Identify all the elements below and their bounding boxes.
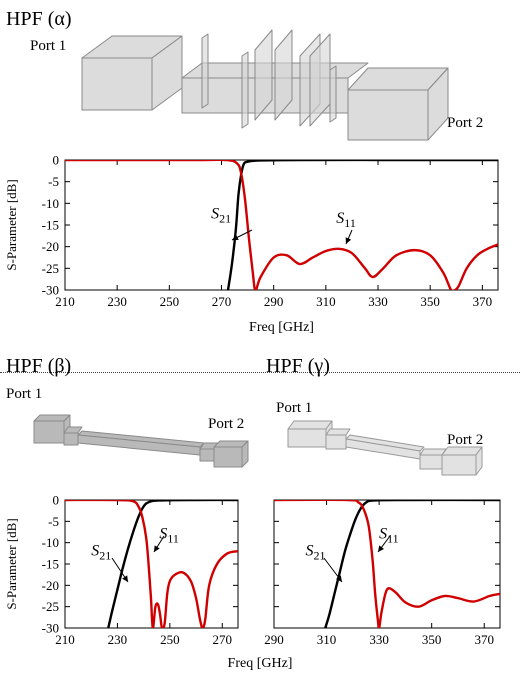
title-hpf-alpha: HPF (α) bbox=[6, 8, 72, 30]
plot-frame bbox=[64, 159, 499, 291]
annotation-s11: S11 bbox=[159, 525, 179, 545]
plot-frame bbox=[273, 499, 501, 629]
x-tick-label: 310 bbox=[317, 632, 337, 647]
y-tick-label: -10 bbox=[42, 196, 59, 211]
x-tick-label: 230 bbox=[108, 632, 128, 647]
waveguide-gamma-model bbox=[287, 420, 483, 476]
annotation-arrowhead bbox=[378, 545, 384, 552]
x-tick-label: 310 bbox=[316, 294, 336, 309]
y-tick-label: -20 bbox=[42, 239, 59, 254]
y-tick-label: -15 bbox=[42, 218, 59, 233]
x-tick-label: 330 bbox=[369, 632, 389, 647]
annotation-arrowhead bbox=[122, 575, 128, 582]
x-tick-label: 370 bbox=[474, 632, 494, 647]
port1-label-alpha: Port 1 bbox=[30, 38, 67, 54]
y-tick-label: -5 bbox=[48, 514, 59, 529]
annotation-s11: S11 bbox=[379, 525, 399, 545]
x-tick-label: 330 bbox=[368, 294, 388, 309]
y-axis-label: S-Parameter [dB] bbox=[4, 518, 19, 609]
annotation-s21: S21 bbox=[91, 542, 111, 562]
port2-label-gamma: Port 2 bbox=[447, 432, 484, 448]
waveguide-alpha-model bbox=[81, 29, 449, 141]
series-s21 bbox=[107, 500, 238, 628]
annotation-s21: S21 bbox=[211, 206, 231, 226]
series-s11 bbox=[274, 500, 500, 628]
x-axis-label: Freq [GHz] bbox=[249, 320, 314, 335]
bottom-xlabel: Freq [GHz] bbox=[227, 656, 293, 671]
title-hpf-beta: HPF (β) bbox=[6, 355, 72, 377]
x-tick-label: 290 bbox=[264, 294, 284, 309]
x-tick-label: 350 bbox=[422, 632, 442, 647]
section-divider bbox=[0, 372, 520, 373]
x-tick-label: 230 bbox=[107, 294, 127, 309]
annotation-arrowhead bbox=[336, 575, 342, 582]
port2-label-beta: Port 2 bbox=[208, 416, 245, 432]
series-s11 bbox=[65, 160, 498, 290]
y-tick-label: -30 bbox=[42, 283, 59, 298]
x-tick-label: 250 bbox=[160, 294, 180, 309]
series-s11 bbox=[65, 500, 238, 628]
waveguide-beta-model bbox=[33, 414, 249, 468]
series-s21 bbox=[226, 160, 498, 290]
y-tick-label: -25 bbox=[42, 599, 59, 614]
y-tick-label: -5 bbox=[48, 174, 59, 189]
series-s21 bbox=[324, 500, 500, 628]
port1-label-gamma: Port 1 bbox=[276, 400, 313, 416]
annotation-arrowhead bbox=[232, 234, 239, 240]
annotation-s11: S11 bbox=[336, 210, 356, 230]
annotation-s21: S21 bbox=[306, 542, 326, 562]
x-tick-label: 270 bbox=[213, 632, 233, 647]
title-hpf-gamma: HPF (γ) bbox=[266, 355, 330, 377]
y-tick-label: -10 bbox=[42, 535, 59, 550]
y-tick-label: -25 bbox=[42, 261, 59, 276]
port1-label-beta: Port 1 bbox=[6, 386, 43, 402]
y-tick-label: 0 bbox=[53, 153, 60, 168]
x-tick-label: 290 bbox=[264, 632, 284, 647]
y-axis-label: S-Parameter [dB] bbox=[4, 179, 19, 270]
annotation-arrowhead bbox=[154, 545, 160, 552]
annotation-arrowhead bbox=[345, 237, 352, 244]
chart-gamma: 290 310 330 350 370 S21 S11 bbox=[264, 499, 501, 647]
y-tick-label: -20 bbox=[42, 578, 59, 593]
y-tick-label: -30 bbox=[42, 621, 59, 636]
x-tick-label: 350 bbox=[420, 294, 440, 309]
x-tick-label: 270 bbox=[212, 294, 232, 309]
y-tick-label: -15 bbox=[42, 557, 59, 572]
port2-label-alpha: Port 2 bbox=[447, 115, 484, 131]
x-tick-label: 370 bbox=[473, 294, 493, 309]
x-tick-label: 210 bbox=[55, 632, 75, 647]
x-tick-label: 210 bbox=[55, 294, 75, 309]
y-tick-label: 0 bbox=[53, 493, 60, 508]
x-tick-label: 250 bbox=[160, 632, 180, 647]
